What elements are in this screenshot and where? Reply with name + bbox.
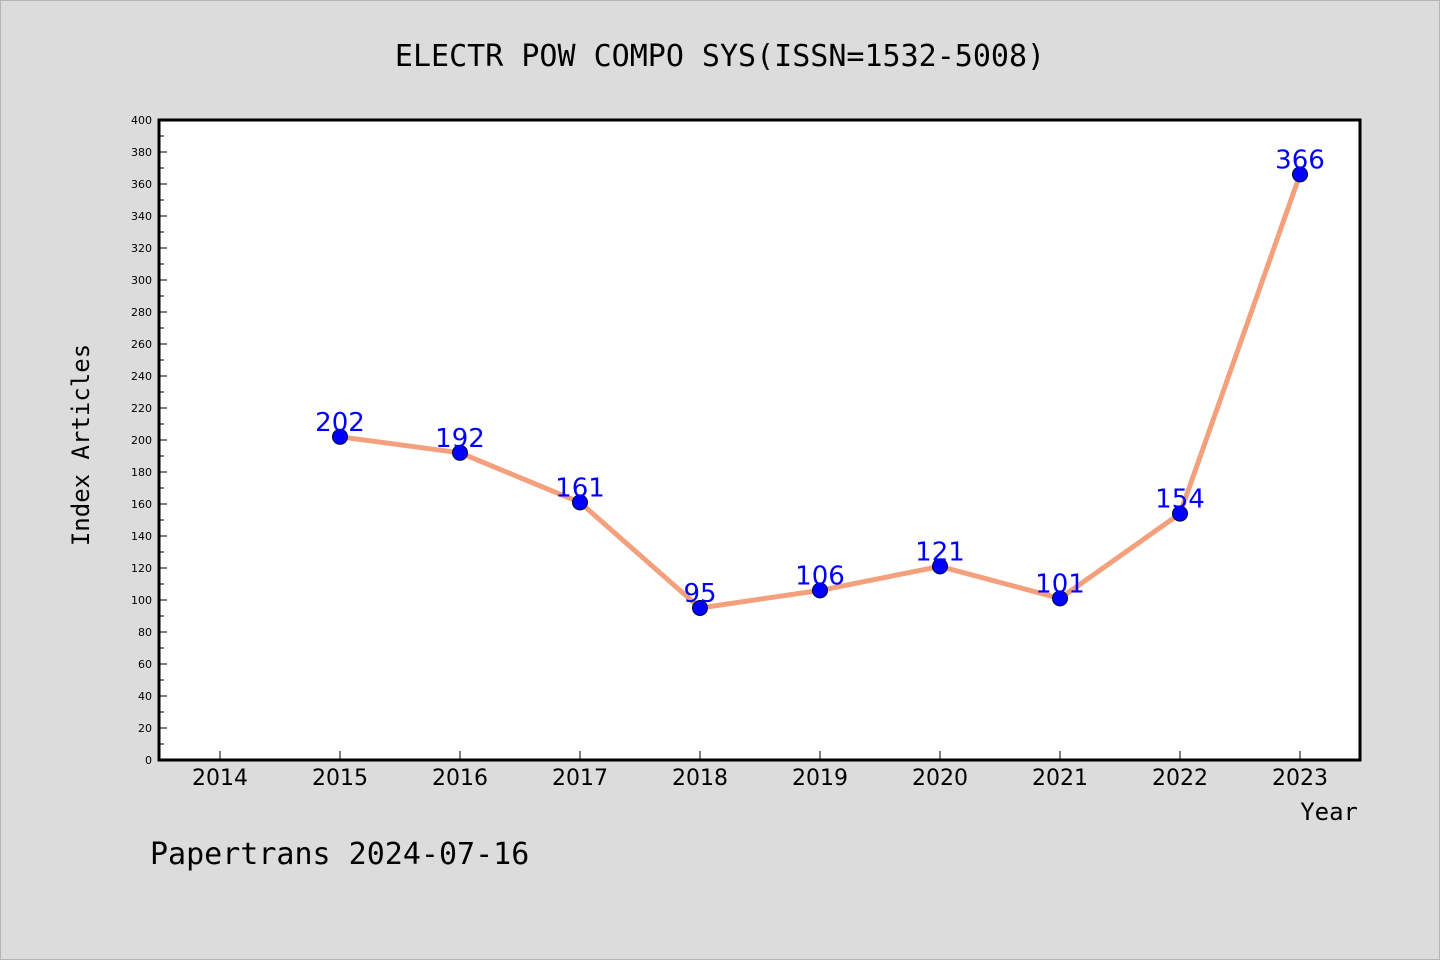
data-label: 95 xyxy=(683,579,716,609)
x-tick-label: 2017 xyxy=(552,766,608,791)
y-tick-label: 100 xyxy=(131,594,152,607)
y-tick-label: 320 xyxy=(131,242,152,255)
data-label: 121 xyxy=(915,537,965,567)
x-tick-label: 2021 xyxy=(1032,766,1088,791)
x-tick-label: 2020 xyxy=(912,766,968,791)
chart-title: ELECTR POW COMPO SYS(ISSN=1532-5008) xyxy=(395,39,1045,74)
y-tick-label: 340 xyxy=(131,210,152,223)
data-label: 154 xyxy=(1155,485,1205,515)
x-axis-ticks: 2014 2015 2016 2017 2018 2019 2020 2021 2022 2023 xyxy=(192,751,1328,791)
y-tick-label: 140 xyxy=(131,530,152,543)
x-tick-label: 2023 xyxy=(1272,766,1328,791)
y-tick-label: 80 xyxy=(138,626,152,639)
y-axis-ticks: 0 20 40 60 80 100 120 140 160 180 200 220 240 260 280 3… xyxy=(131,114,167,767)
data-point xyxy=(812,582,828,599)
y-tick-label: 200 xyxy=(131,434,152,447)
data-point xyxy=(452,444,468,461)
x-tick-label: 2018 xyxy=(672,766,728,791)
y-tick-label: 400 xyxy=(131,114,152,127)
data-point xyxy=(332,428,348,445)
data-point xyxy=(1052,590,1068,607)
x-tick-label: 2014 xyxy=(192,766,248,791)
series-markers xyxy=(332,166,1308,616)
y-tick-label: 240 xyxy=(131,370,152,383)
y-tick-label: 60 xyxy=(138,658,152,671)
y-tick-label: 360 xyxy=(131,178,152,191)
y-tick-label: 120 xyxy=(131,562,152,575)
data-point xyxy=(932,558,948,575)
data-label: 192 xyxy=(435,424,485,454)
y-tick-label: 380 xyxy=(131,146,152,159)
y-tick-label: 20 xyxy=(138,722,152,735)
data-point xyxy=(1172,505,1188,522)
data-point xyxy=(572,494,588,511)
y-tick-label: 280 xyxy=(131,306,152,319)
y-tick-label: 180 xyxy=(131,466,152,479)
x-tick-label: 2016 xyxy=(432,766,488,791)
x-tick-label: 2015 xyxy=(312,766,368,791)
data-point xyxy=(1292,166,1308,183)
data-label: 202 xyxy=(315,408,365,438)
x-tick-label: 2022 xyxy=(1152,766,1208,791)
y-axis-label: Index Articles xyxy=(67,344,95,546)
data-point xyxy=(692,600,708,616)
data-label: 106 xyxy=(795,561,845,591)
y-tick-label: 260 xyxy=(131,338,152,351)
data-label: 161 xyxy=(555,473,605,503)
y-tick-label: 0 xyxy=(145,754,152,767)
data-label: 101 xyxy=(1035,569,1085,599)
x-axis-label: Year xyxy=(1300,798,1358,826)
y-tick-label: 220 xyxy=(131,402,152,415)
y-tick-label: 300 xyxy=(131,274,152,287)
y-tick-label: 160 xyxy=(131,498,152,511)
footer-stamp: Papertrans 2024-07-16 xyxy=(150,837,529,872)
x-tick-label: 2019 xyxy=(792,766,848,791)
y-tick-label: 40 xyxy=(138,690,152,703)
data-labels: 202 192 161 95 106 121 101 154 366 xyxy=(315,145,1325,609)
data-label: 366 xyxy=(1275,145,1325,175)
